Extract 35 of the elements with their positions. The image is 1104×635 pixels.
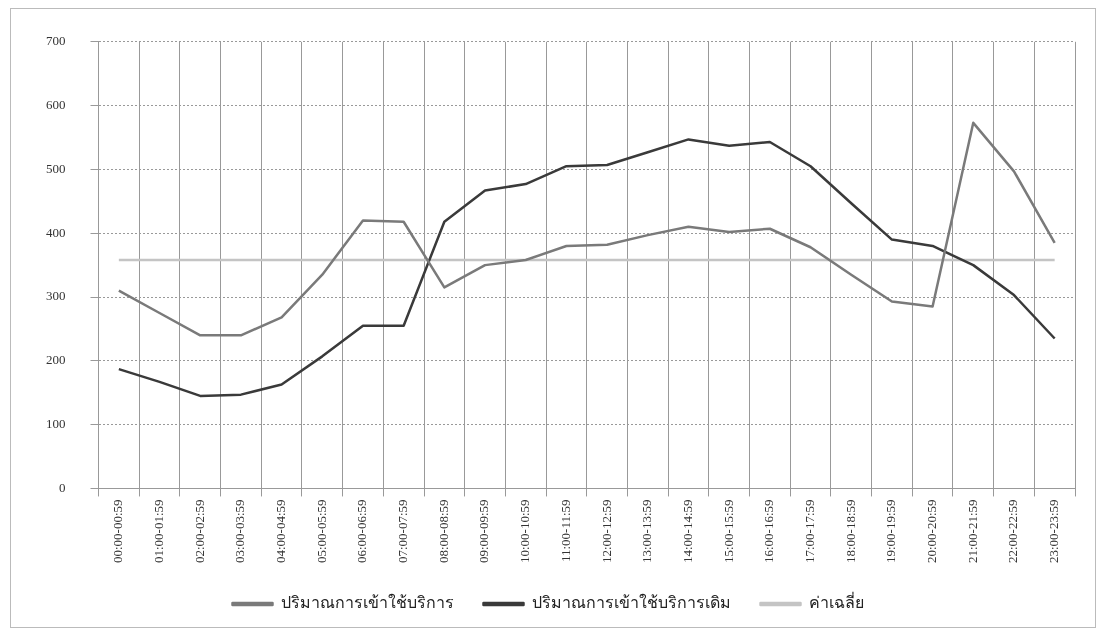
x-tick-label: 17:00-17:59: [801, 499, 817, 564]
x-tick-label: 11:00-11:59: [557, 499, 573, 563]
x-tick-label: 07:00-07:59: [395, 499, 411, 564]
x-tick-label: 08:00-08:59: [435, 499, 451, 564]
y-tick-label: 700: [46, 33, 66, 49]
x-tick-label: 03:00-03:59: [232, 499, 248, 564]
x-tick-label: 16:00-16:59: [761, 499, 777, 564]
y-tick-label: 100: [46, 416, 66, 432]
x-tick-label: 01:00-01:59: [150, 499, 166, 564]
x-tick-label: 21:00-21:59: [964, 499, 980, 564]
x-tick-label: 10:00-10:59: [517, 499, 533, 564]
y-tick-label: 500: [46, 160, 66, 176]
y-tick-label: 300: [46, 288, 66, 304]
x-tick-label: 05:00-05:59: [313, 499, 329, 564]
x-tick-label: 06:00-06:59: [354, 499, 370, 564]
x-tick-label: 14:00-14:59: [679, 499, 695, 564]
x-tick-label: 13:00-13:59: [639, 499, 655, 564]
x-tick-label: 04:00-04:59: [273, 499, 289, 564]
x-tick-label: 22:00-22:59: [1005, 499, 1021, 564]
x-tick-label: 20:00-20:59: [924, 499, 940, 564]
x-tick-label: 23:00-23:59: [1046, 499, 1062, 564]
legend-label: ค่าเฉลี่ย: [808, 591, 864, 612]
x-tick-label: 02:00-02:59: [191, 499, 207, 564]
x-tick-label: 00:00-00:59: [110, 499, 126, 564]
legend-label: ปริมาณการเข้าใช้บริการ: [280, 593, 454, 612]
x-tick-label: 15:00-15:59: [720, 499, 736, 564]
y-tick-label: 0: [59, 479, 66, 495]
y-tick-label: 600: [46, 97, 66, 113]
legend-label: ปริมาณการเข้าใช้บริการเดิม: [531, 593, 731, 612]
x-tick-label: 18:00-18:59: [842, 499, 858, 564]
x-tick-label: 12:00-12:59: [598, 499, 614, 564]
x-tick-label: 09:00-09:59: [476, 499, 492, 564]
y-tick-label: 200: [46, 352, 66, 368]
y-tick-label: 400: [46, 224, 66, 240]
x-tick-label: 19:00-19:59: [883, 499, 899, 564]
